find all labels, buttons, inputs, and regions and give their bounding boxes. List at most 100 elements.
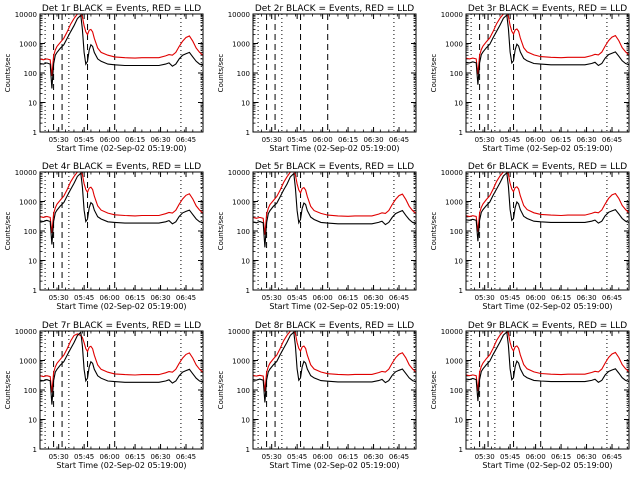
x-tick-label: 05:45 <box>74 136 94 144</box>
events-series-line <box>466 172 629 242</box>
lld-series-line <box>253 331 416 392</box>
panel-title: Det 3r BLACK = Events, RED = LLD <box>468 4 627 14</box>
x-tick-label: 06:45 <box>176 136 196 144</box>
y-axis-label: Counts/sec <box>4 54 12 93</box>
y-tick-label: 10 <box>28 417 37 425</box>
y-tick-label: 10000 <box>441 169 463 177</box>
x-tick-label: 06:30 <box>576 294 596 302</box>
y-axis-label: Counts/sec <box>4 371 12 410</box>
x-axis-label: Start Time (02-Sep-02 05:19:00) <box>56 461 186 470</box>
lld-series-line <box>466 172 629 232</box>
x-tick-label: 05:45 <box>500 294 520 302</box>
plot-frame <box>252 171 417 291</box>
y-tick-label: 10 <box>454 100 463 108</box>
panel-title: Det 2r BLACK = Events, RED = LLD <box>255 4 414 14</box>
lld-series-line <box>466 14 629 75</box>
x-tick-label: 05:30 <box>262 453 282 461</box>
x-tick-label: 06:30 <box>150 136 170 144</box>
x-tick-label: 06:15 <box>551 136 571 144</box>
x-tick-label: 06:15 <box>338 294 358 302</box>
panel-6: Det 6r BLACK = Events, RED = LLD Counts/s… <box>430 162 630 311</box>
y-tick-label: 10 <box>454 417 463 425</box>
panel-2: Det 2r BLACK = Events, RED = LLD Counts/s… <box>217 4 417 153</box>
panel-title: Det 4r BLACK = Events, RED = LLD <box>42 162 201 172</box>
x-tick-label: 06:15 <box>125 294 145 302</box>
x-tick-label: 06:00 <box>100 453 120 461</box>
x-tick-label: 05:30 <box>49 136 69 144</box>
y-axis-label: Counts/sec <box>217 371 225 410</box>
y-tick-label: 1 <box>246 287 250 295</box>
y-axis-label: Counts/sec <box>430 54 438 93</box>
y-tick-label: 1 <box>459 446 463 454</box>
y-tick-label: 100 <box>237 70 250 78</box>
y-axis-label: Counts/sec <box>4 212 12 251</box>
x-tick-label: 06:45 <box>176 453 196 461</box>
x-tick-label: 06:15 <box>338 136 358 144</box>
y-tick-label: 100 <box>24 228 37 236</box>
lld-series-line <box>40 14 203 76</box>
x-tick-label: 06:45 <box>389 453 409 461</box>
panel-9: Det 9r BLACK = Events, RED = LLD Counts/s… <box>430 321 630 470</box>
panel-7: Det 7r BLACK = Events, RED = LLD Counts/s… <box>4 321 204 470</box>
x-tick-label: 06:45 <box>602 453 622 461</box>
x-tick-label: 06:15 <box>551 453 571 461</box>
events-series-line <box>40 14 203 89</box>
plot-frame <box>39 13 204 133</box>
y-tick-label: 1 <box>459 129 463 137</box>
panel-5: Det 5r BLACK = Events, RED = LLD Counts/s… <box>217 162 417 311</box>
y-tick-label: 1000 <box>232 358 250 366</box>
plot-frame <box>39 330 204 450</box>
y-tick-label: 1000 <box>232 199 250 207</box>
y-tick-label: 10 <box>241 258 250 266</box>
y-tick-label: 100 <box>450 387 463 395</box>
y-tick-label: 1000 <box>445 358 463 366</box>
x-axis-label: Start Time (02-Sep-02 05:19:00) <box>482 461 612 470</box>
y-tick-label: 1 <box>33 287 37 295</box>
x-axis-label: Start Time (02-Sep-02 05:19:00) <box>56 144 186 153</box>
events-series-line <box>466 331 629 402</box>
x-tick-label: 06:15 <box>125 453 145 461</box>
y-tick-label: 100 <box>450 70 463 78</box>
y-tick-label: 10 <box>241 417 250 425</box>
x-tick-label: 06:30 <box>576 453 596 461</box>
panel-4: Det 4r BLACK = Events, RED = LLD Counts/s… <box>4 162 204 311</box>
x-tick-label: 06:00 <box>100 136 120 144</box>
events-series-line <box>466 14 629 85</box>
x-tick-label: 06:00 <box>313 453 333 461</box>
y-tick-label: 1 <box>246 446 250 454</box>
x-tick-label: 06:15 <box>125 136 145 144</box>
y-tick-label: 10000 <box>441 11 463 19</box>
panel-title: Det 1r BLACK = Events, RED = LLD <box>42 4 201 14</box>
events-series-line <box>253 172 416 248</box>
panel-3: Det 3r BLACK = Events, RED = LLD Counts/s… <box>430 4 630 153</box>
panel-title: Det 7r BLACK = Events, RED = LLD <box>42 321 201 331</box>
y-axis-label: Counts/sec <box>430 371 438 410</box>
x-tick-label: 06:00 <box>526 294 546 302</box>
x-axis-label: Start Time (02-Sep-02 05:19:00) <box>269 144 399 153</box>
x-axis-label: Start Time (02-Sep-02 05:19:00) <box>482 302 612 311</box>
panel-1: Det 1r BLACK = Events, RED = LLD Counts/s… <box>4 4 204 153</box>
x-axis-label: Start Time (02-Sep-02 05:19:00) <box>269 302 399 311</box>
y-axis-label: Counts/sec <box>217 54 225 93</box>
y-tick-label: 10000 <box>228 328 250 336</box>
x-tick-label: 06:45 <box>389 136 409 144</box>
y-tick-label: 100 <box>24 387 37 395</box>
y-tick-label: 1000 <box>445 41 463 49</box>
y-tick-label: 1000 <box>19 358 37 366</box>
x-tick-label: 06:45 <box>602 136 622 144</box>
y-tick-label: 10 <box>454 258 463 266</box>
y-tick-label: 10000 <box>228 11 250 19</box>
plot-frame <box>252 13 417 133</box>
x-tick-label: 05:30 <box>262 294 282 302</box>
x-axis-label: Start Time (02-Sep-02 05:19:00) <box>269 461 399 470</box>
panel-8: Det 8r BLACK = Events, RED = LLD Counts/s… <box>217 321 417 470</box>
y-tick-label: 100 <box>237 387 250 395</box>
x-tick-label: 06:00 <box>526 136 546 144</box>
events-series-line <box>40 172 203 245</box>
plot-frame <box>252 330 417 450</box>
x-tick-label: 05:45 <box>74 294 94 302</box>
y-tick-label: 10000 <box>15 328 37 336</box>
x-tick-label: 06:00 <box>100 294 120 302</box>
lld-series-line <box>466 331 629 392</box>
